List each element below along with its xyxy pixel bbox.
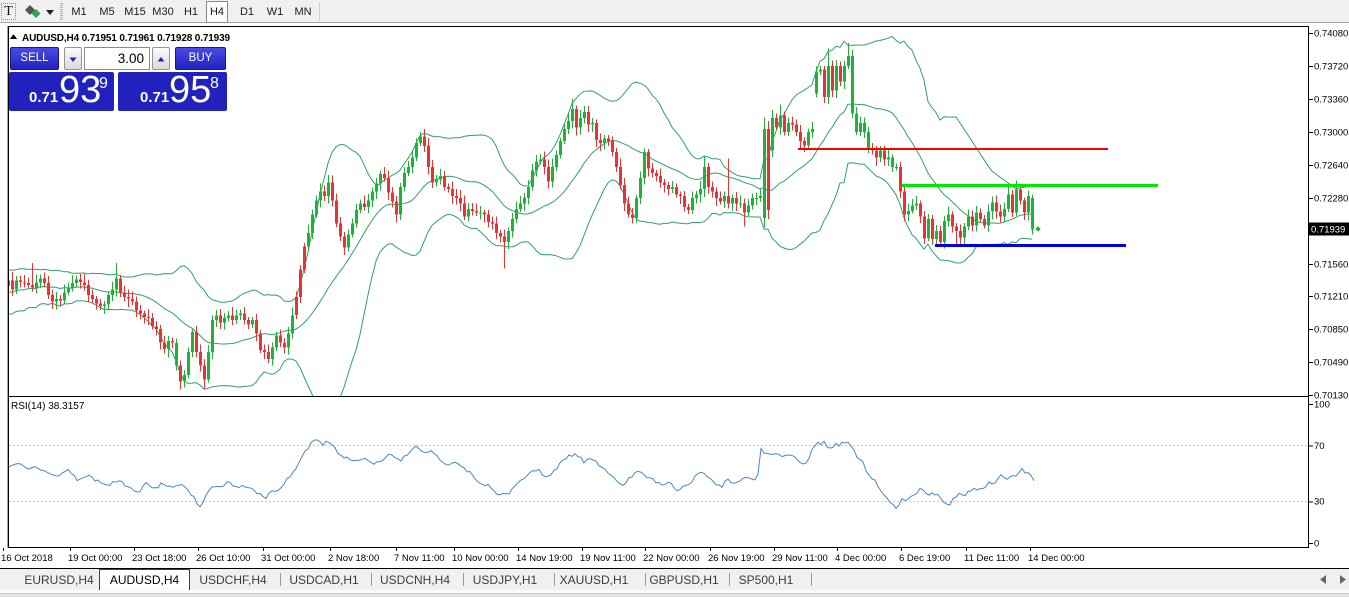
- svg-text:0.72280: 0.72280: [1314, 193, 1348, 204]
- svg-text:4 Dec 00:00: 4 Dec 00:00: [835, 553, 886, 564]
- svg-text:70: 70: [1314, 441, 1325, 452]
- svg-text:16 Oct 2018: 16 Oct 2018: [1, 553, 53, 564]
- svg-text:0: 0: [1314, 538, 1319, 549]
- svg-text:10 Nov 00:00: 10 Nov 00:00: [452, 553, 509, 564]
- svg-text:RSI(14) 38.3157: RSI(14) 38.3157: [11, 401, 85, 412]
- svg-text:31 Oct 00:00: 31 Oct 00:00: [261, 553, 315, 564]
- svg-text:2 Nov 18:00: 2 Nov 18:00: [328, 553, 379, 564]
- svg-text:19 Oct 00:00: 19 Oct 00:00: [68, 553, 122, 564]
- svg-text:14 Nov 19:00: 14 Nov 19:00: [516, 553, 573, 564]
- svg-text:0.74080: 0.74080: [1314, 28, 1348, 39]
- svg-text:AUDUSD,H4 0.71951 0.71961 0.7: AUDUSD,H4 0.71951 0.71961 0.71928 0.7193…: [22, 33, 230, 44]
- svg-text:0.71939: 0.71939: [1311, 225, 1345, 236]
- svg-text:100: 100: [1314, 399, 1330, 410]
- svg-text:23 Oct 18:00: 23 Oct 18:00: [132, 553, 186, 564]
- svg-text:0.70490: 0.70490: [1314, 357, 1348, 368]
- svg-text:0.72640: 0.72640: [1314, 160, 1348, 171]
- svg-text:29 Nov 11:00: 29 Nov 11:00: [772, 553, 828, 564]
- svg-text:26 Oct 10:00: 26 Oct 10:00: [196, 553, 250, 564]
- svg-text:30: 30: [1314, 497, 1325, 508]
- svg-text:0.71560: 0.71560: [1314, 259, 1348, 270]
- svg-text:0.73360: 0.73360: [1314, 94, 1348, 105]
- svg-text:0.70130: 0.70130: [1314, 390, 1348, 401]
- svg-text:0.71210: 0.71210: [1314, 291, 1348, 302]
- svg-text:0.70850: 0.70850: [1314, 324, 1348, 335]
- svg-text:7 Nov 11:00: 7 Nov 11:00: [394, 553, 445, 564]
- svg-text:6 Dec 19:00: 6 Dec 19:00: [899, 553, 950, 564]
- svg-text:0.73000: 0.73000: [1314, 127, 1348, 138]
- svg-text:22 Nov 00:00: 22 Nov 00:00: [643, 553, 700, 564]
- svg-text:11 Dec 11:00: 11 Dec 11:00: [964, 553, 1019, 564]
- svg-text:14 Dec 00:00: 14 Dec 00:00: [1028, 553, 1085, 564]
- svg-text:26 Nov 19:00: 26 Nov 19:00: [708, 553, 765, 564]
- svg-text:19 Nov 11:00: 19 Nov 11:00: [580, 553, 636, 564]
- svg-text:0.73720: 0.73720: [1314, 61, 1348, 72]
